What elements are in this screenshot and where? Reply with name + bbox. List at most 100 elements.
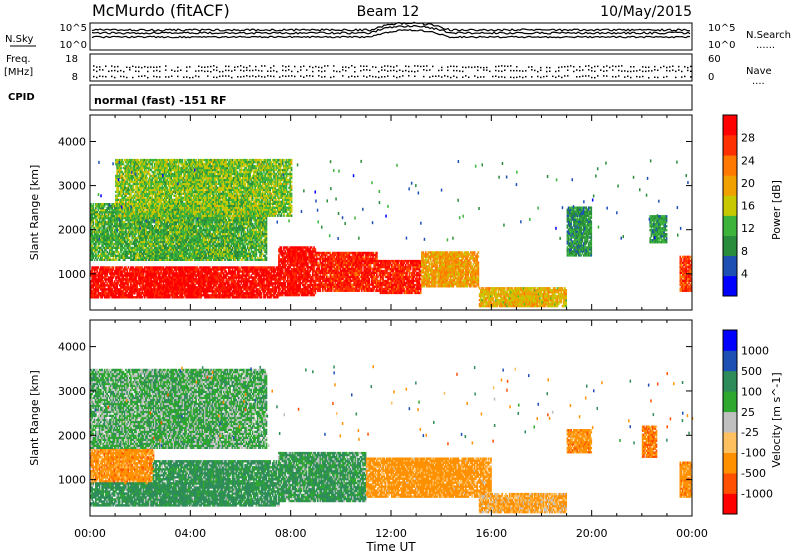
freq-mark	[618, 65, 620, 67]
freq-mark	[327, 65, 329, 67]
cpid-label: CPID	[8, 92, 35, 103]
freq-mark	[246, 70, 248, 72]
freq-mark	[678, 66, 680, 68]
freq-mark	[555, 71, 557, 73]
freq-mark	[234, 69, 236, 71]
freq-mark	[498, 66, 500, 68]
freq-mark	[423, 69, 425, 71]
freq-mark	[507, 66, 509, 68]
heatmap-cell	[376, 252, 378, 254]
freq-mark	[402, 71, 404, 73]
freq-label: Freq.	[6, 54, 31, 65]
freq-mark	[456, 66, 458, 68]
freq-mark	[243, 66, 245, 68]
freq-mark	[636, 76, 638, 78]
freq-mark	[99, 69, 101, 71]
freq-mark	[414, 71, 416, 73]
freq-mark	[690, 76, 692, 78]
freq-mark	[231, 70, 233, 72]
freq-mark	[540, 67, 542, 69]
freq-mark	[279, 76, 281, 78]
freq-mark	[141, 75, 143, 77]
freq-mark	[276, 71, 278, 73]
freq-mark	[120, 70, 122, 72]
freq-mark	[189, 66, 191, 68]
freq-mark	[207, 66, 209, 68]
freq-mark	[129, 69, 131, 71]
freq-mark	[546, 76, 548, 78]
freq-mark	[348, 67, 350, 69]
freq-mark	[111, 70, 113, 72]
freq-mark	[348, 76, 350, 78]
freq-mark	[621, 70, 623, 72]
freq-mark	[510, 70, 512, 72]
freq-mark	[666, 70, 668, 72]
freq-mark	[303, 65, 305, 67]
freq-mark	[207, 71, 209, 73]
freq-mark	[558, 67, 560, 69]
freq-mark	[441, 67, 443, 69]
freq-mark	[591, 67, 593, 69]
freq-mark	[342, 75, 344, 77]
freq-mark	[318, 70, 320, 72]
freq-mark	[366, 66, 368, 68]
freq-mark	[591, 77, 593, 79]
freq-mark	[573, 66, 575, 68]
freq-mark	[543, 76, 545, 78]
freq-mark	[450, 66, 452, 68]
freq-mark	[264, 76, 266, 78]
freq-mark	[573, 71, 575, 73]
freq-mark	[390, 66, 392, 68]
freq-mark	[552, 76, 554, 78]
freq-mark	[462, 66, 464, 68]
freq-mark	[321, 76, 323, 78]
freq-mark	[681, 71, 683, 73]
freq-mark	[459, 70, 461, 72]
freq-mark	[96, 71, 98, 73]
freq-mark	[117, 71, 119, 73]
freq-mark	[285, 70, 287, 72]
freq-mark	[198, 76, 200, 78]
freq-mark	[273, 65, 275, 67]
freq-mark	[132, 66, 134, 68]
freq-mark	[93, 69, 95, 71]
freq-mark	[558, 75, 560, 77]
freq-mark	[678, 69, 680, 71]
freq-mark	[321, 67, 323, 69]
freq-mark	[153, 76, 155, 78]
freq-mark	[504, 77, 506, 79]
noise-tick-right-high: 10^5	[708, 23, 735, 34]
freq-mark	[240, 65, 242, 67]
freq-mark	[324, 70, 326, 72]
freq-mark	[177, 76, 179, 78]
freq-mark	[354, 67, 356, 69]
freq-mark	[681, 76, 683, 78]
freq-mark	[381, 66, 383, 68]
freq-mark	[555, 77, 557, 79]
freq-mark	[108, 71, 110, 73]
freq-mark	[396, 77, 398, 79]
freq-mark	[606, 75, 608, 77]
freq-mark	[399, 76, 401, 78]
freq-mark	[342, 66, 344, 68]
freq-mark	[345, 70, 347, 72]
freq-mark	[495, 70, 497, 72]
freq-panel-frame	[90, 54, 692, 81]
freq-mark	[612, 69, 614, 71]
freq-mark	[120, 76, 122, 78]
freq-mark	[474, 75, 476, 77]
freq-mark	[645, 71, 647, 73]
freq-mark	[690, 71, 692, 73]
freq-mark	[201, 66, 203, 68]
freq-mark	[156, 70, 158, 72]
freq-mark	[273, 76, 275, 78]
freq-mark	[183, 77, 185, 79]
freq-mark	[594, 66, 596, 68]
freq-mark	[117, 66, 119, 68]
freq-mark	[300, 66, 302, 68]
freq-mark	[267, 75, 269, 77]
freq-mark	[579, 66, 581, 68]
freq-mark	[582, 75, 584, 77]
freq-mark	[249, 76, 251, 78]
freq-mark	[648, 67, 650, 69]
